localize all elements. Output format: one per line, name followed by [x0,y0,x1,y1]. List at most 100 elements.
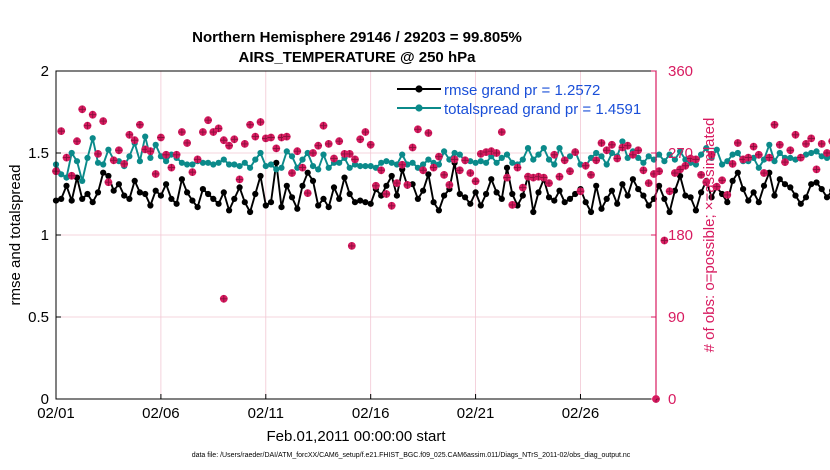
obs-assimilated-point [204,116,212,124]
rmse-point [545,194,553,201]
rmse-point [357,197,364,204]
rmse-point [509,190,516,198]
totalspread-point [666,151,673,158]
y-axis-right-ticks: 0 90 180 270 360 [651,63,693,408]
totalspread-point [147,154,154,161]
totalspread-point [483,159,490,166]
rmse-point [147,202,154,209]
rmse-point [184,189,191,196]
obs-assimilated-point [131,136,139,144]
x-tick-label: 02/26 [562,405,600,422]
rmse-point [435,207,442,214]
obs-assimilated-point [99,117,107,125]
rmse-point [121,192,128,199]
obs-assimilated-point [393,179,401,187]
rmse-point [278,204,285,211]
rmse-point [813,179,820,186]
obs-assimilated-point [293,147,301,155]
obs-assimilated-point [319,122,328,130]
rmse-point [598,205,605,212]
obs-assimilated-point [645,179,653,187]
totalspread-point [802,151,810,158]
rmse-point [493,189,500,196]
rmse-point [535,189,542,196]
obs-assimilated-point [314,142,322,150]
obs-assimilated-point [388,202,396,210]
obs-assimilated-point [718,176,726,184]
rmse-point [336,195,343,202]
y-right-tick-label: 180 [668,227,693,244]
totalspread-point [435,161,442,168]
obs-assimilated-point [403,181,411,189]
totalspread-point [152,141,159,148]
legend-spread-marker [415,104,423,112]
rmse-point [273,159,280,166]
rmse-point [645,202,652,209]
x-tick-label: 02/01 [37,405,75,422]
rmse-point [330,184,338,191]
totalspread-point [262,163,269,170]
totalspread-point [184,161,191,168]
rmse-point [629,176,637,183]
totalspread-point [378,159,385,166]
totalspread-point [325,164,332,171]
totalspread-point [189,161,196,168]
rmse-point [325,204,332,211]
obs-assimilated-point [335,137,343,145]
rmse-point [792,192,799,199]
rmse-point [755,199,762,206]
totalspread-point [320,151,327,158]
obs-assimilated-point [183,139,191,147]
rmse-point [58,195,65,202]
rmse-point [178,176,185,183]
totalspread-point [288,153,296,160]
rmse-point [210,195,217,202]
obs-assimilated-point [608,141,616,149]
rmse-point [692,207,700,214]
chart-title-line2: AIRS_TEMPERATURE @ 250 hPa [239,49,477,66]
obs-assimilated-point [728,160,737,168]
totalspread-point [734,149,741,157]
rmse-point [94,189,102,196]
obs-assimilated-point [629,151,637,159]
rmse-point [257,172,264,180]
rmse-point [79,195,86,202]
rmse-point [346,190,353,198]
rmse-point [142,190,149,198]
obs-assimilated-point [791,131,800,139]
totalspread-point [493,159,500,166]
totalspread-point [566,153,574,160]
totalspread-point [309,163,317,170]
obs-assimilated-point [540,174,548,182]
rmse-point [724,199,731,206]
y-left-tick-label: 2 [41,63,49,80]
obs-assimilated-point [597,139,606,147]
obs-assimilated-point [346,150,354,158]
rmse-point [199,186,206,193]
totalspread-point [79,177,86,184]
y-left-tick-label: 1.5 [28,145,49,162]
obs-assimilated-point [755,151,763,159]
obs-assimilated-point [550,151,558,159]
obs-markers [52,105,830,403]
rmse-point [624,192,631,199]
obs-assimilated-point [382,190,391,198]
rmse-point [750,189,757,196]
totalspread-point [441,148,448,155]
rmse-point [367,200,374,207]
rmse-point [163,181,170,188]
obs-assimilated-point [781,158,789,166]
obs-assimilated-point [267,133,275,142]
rmse-point [189,197,196,204]
obs-assimilated-point [110,156,118,164]
obs-assimilated-point [807,134,815,143]
data-file-footnote: data file: /Users/raeder/DAI/ATM_forcXX/… [192,452,631,459]
rmse-point [802,194,810,201]
obs-assimilated-point [660,236,668,245]
rmse-point [226,207,233,214]
obs-assimilated-point [220,295,228,303]
obs-assimilated-point [676,165,684,173]
rmse-point [299,182,306,189]
obs-assimilated-point [760,169,768,177]
legend-rmse-label: rmse grand pr = 1.2572 [444,82,600,99]
